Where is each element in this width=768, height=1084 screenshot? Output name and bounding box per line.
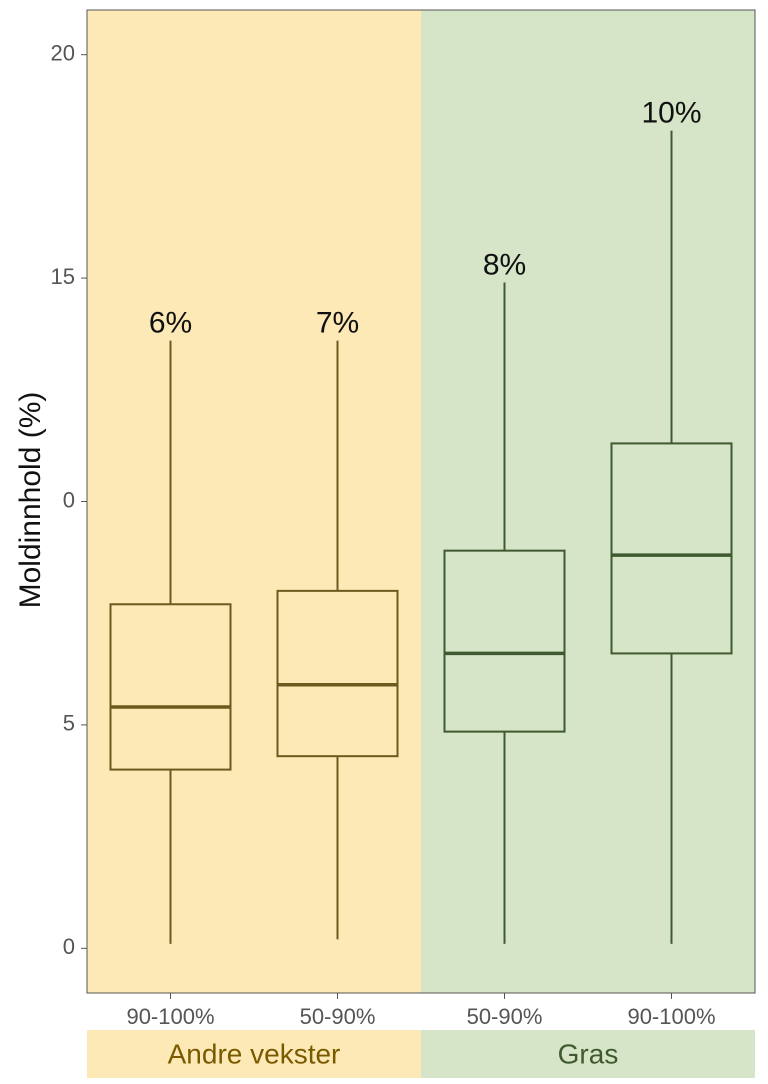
group-label: Gras [558,1038,619,1069]
group-band [421,1030,755,1078]
annotation: 8% [483,248,526,281]
box [610,442,733,655]
box [109,603,232,771]
x-tick-label: 90-100% [126,1004,214,1029]
y-tick-label: 5 [63,711,75,736]
y-axis-label: Moldinnhold (%) [14,392,47,609]
box [443,549,566,733]
group-band [87,1030,421,1078]
group-label: Andre vekster [168,1038,341,1069]
box [276,589,399,758]
x-tick-label: 50-90% [300,1004,376,1029]
annotation: 6% [149,307,192,340]
y-tick-label: 15 [51,264,75,289]
x-tick-label: 90-100% [627,1004,715,1029]
y-tick-label: 0 [63,487,75,512]
annotation: 10% [641,97,701,130]
group-background [421,10,755,993]
y-tick-label: 0 [63,934,75,959]
annotation: 7% [316,307,359,340]
y-tick-label: 20 [51,40,75,65]
group-background [87,10,421,993]
x-tick-label: 50-90% [467,1004,543,1029]
